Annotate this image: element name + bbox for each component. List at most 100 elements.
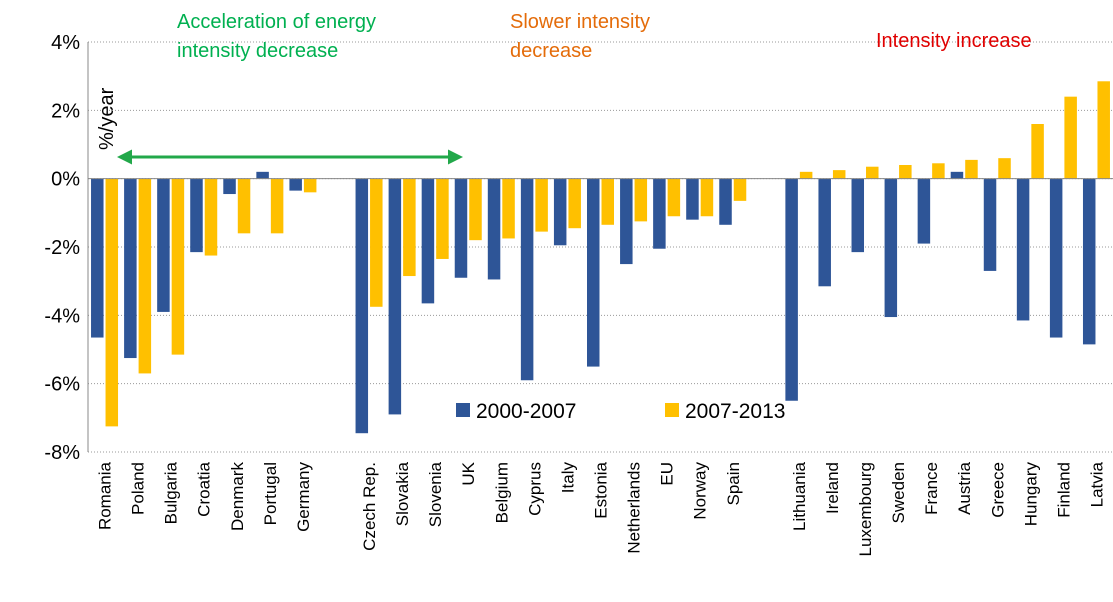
annotation: Slower intensity [510, 11, 650, 33]
bar [502, 178, 515, 239]
bar [1049, 178, 1063, 338]
bar [568, 178, 581, 229]
bar [700, 178, 714, 217]
x-tick-label: Austria [955, 461, 974, 514]
y-tick-label: -8% [44, 442, 80, 464]
annotation: intensity decrease [177, 40, 338, 62]
bar [866, 166, 879, 179]
bar [204, 178, 218, 256]
annotation: Acceleration of energy [177, 11, 376, 33]
x-tick-label: Bulgaria [162, 461, 181, 524]
x-tick-label: UK [459, 461, 478, 485]
bar [917, 178, 931, 244]
bar [355, 178, 369, 434]
bar [785, 178, 798, 401]
bar [190, 178, 203, 253]
bar [370, 178, 383, 307]
bar [171, 178, 185, 355]
x-tick-label: Greece [988, 462, 1007, 518]
bar [851, 178, 865, 253]
bar [799, 171, 813, 179]
legend-label: 2007-2013 [685, 400, 785, 423]
x-tick-label: Portugal [261, 462, 280, 525]
y-tick-label: -6% [44, 374, 80, 396]
x-tick-label: Spain [724, 462, 743, 505]
bar [436, 178, 449, 259]
bar [733, 178, 747, 201]
x-tick-label: Latvia [1087, 461, 1106, 507]
y-tick-label: -2% [44, 237, 80, 259]
annotation: Intensity increase [876, 30, 1032, 52]
bar [403, 178, 416, 277]
bar [899, 165, 912, 179]
bar [256, 171, 269, 179]
bar [138, 178, 152, 374]
x-tick-label: Ireland [823, 462, 842, 514]
x-tick-label: Poland [129, 462, 148, 515]
bar [983, 178, 997, 271]
x-tick-label: Sweden [889, 462, 908, 523]
y-tick-label: 4% [51, 32, 80, 54]
x-tick-label: Slovakia [393, 461, 412, 526]
legend-swatch [665, 403, 679, 417]
bar [223, 178, 236, 195]
x-tick-label: EU [658, 462, 677, 486]
bar [950, 171, 964, 179]
x-tick-label: Netherlands [625, 462, 644, 554]
legend-swatch [456, 403, 470, 417]
bar [818, 178, 831, 287]
bar [454, 178, 468, 278]
y-tick-label: -4% [44, 305, 80, 327]
x-tick-label: Luxembourg [856, 462, 875, 557]
bar [535, 178, 548, 232]
x-tick-label: France [922, 462, 941, 515]
bar [1064, 96, 1077, 179]
bar [91, 178, 104, 338]
bar [520, 178, 534, 381]
bar [157, 178, 170, 312]
bar [469, 178, 482, 241]
bar [601, 178, 614, 225]
bar [620, 178, 633, 265]
bar [1016, 178, 1030, 321]
bar [832, 170, 846, 179]
bar [553, 178, 567, 246]
bar [303, 178, 317, 193]
x-tick-label: Germany [294, 462, 313, 532]
bar [289, 178, 302, 191]
x-tick-label: Lithuania [790, 461, 809, 531]
bar [124, 178, 137, 359]
bar [634, 178, 648, 222]
bar [421, 178, 435, 304]
bar [998, 158, 1011, 179]
bar [105, 178, 119, 427]
bar [487, 178, 501, 280]
bar [653, 178, 666, 249]
x-tick-label: Hungary [1021, 462, 1040, 527]
bar [1082, 178, 1096, 345]
legend-label: 2000-2007 [476, 400, 576, 423]
x-tick-label: Estonia [592, 461, 611, 518]
bar [587, 178, 600, 367]
x-tick-label: Cyprus [525, 462, 544, 516]
y-tick-label: 0% [51, 169, 80, 191]
y-tick-label: 2% [51, 100, 80, 122]
x-tick-label: Denmark [228, 462, 247, 531]
bar [1097, 81, 1110, 179]
bar [719, 178, 732, 225]
x-tick-label: Czech Rep. [360, 462, 379, 551]
x-tick-label: Finland [1054, 462, 1073, 518]
annotation: decrease [510, 40, 592, 62]
y-axis-label: %/year [96, 87, 118, 150]
bar [237, 178, 251, 234]
bar [686, 178, 699, 220]
bar [884, 178, 898, 318]
x-tick-label: Italy [558, 462, 577, 494]
x-tick-label: Belgium [492, 462, 511, 523]
x-tick-label: Romania [96, 461, 115, 530]
x-tick-label: Slovenia [426, 461, 445, 527]
bar [667, 178, 681, 217]
bar [1031, 124, 1044, 179]
bar [965, 159, 978, 179]
